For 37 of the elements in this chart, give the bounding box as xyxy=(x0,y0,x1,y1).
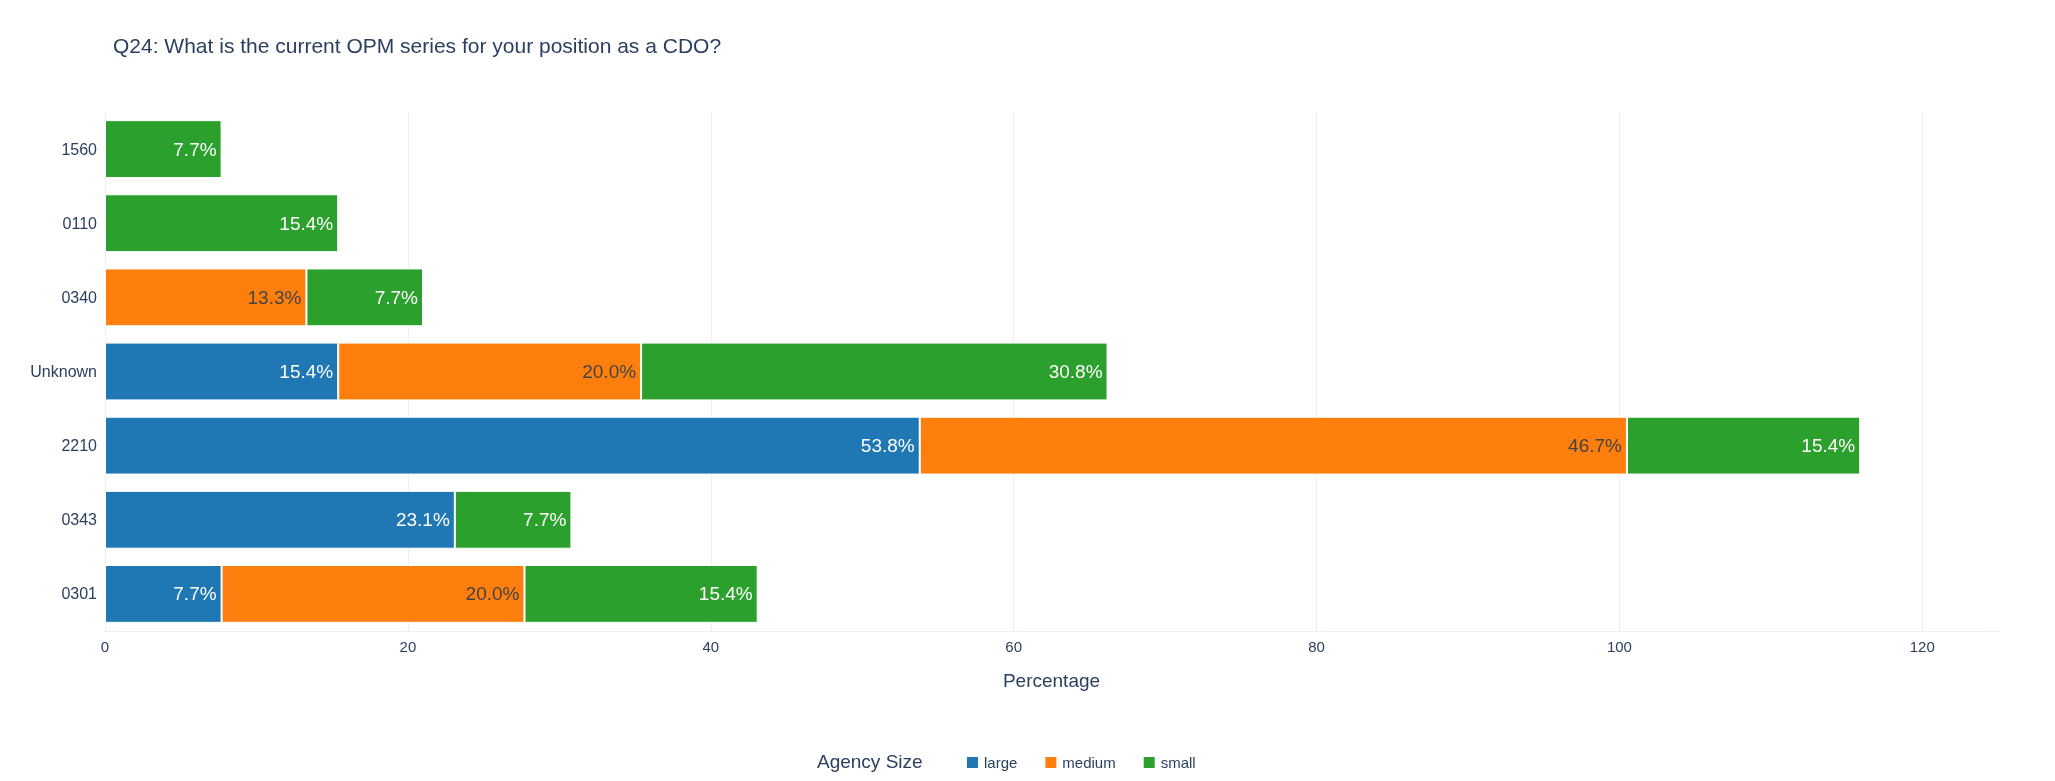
data-label: 7.7% xyxy=(523,509,567,531)
x-tick-label: 100 xyxy=(1606,638,1632,655)
data-label: 23.1% xyxy=(395,509,450,531)
y-tick-label: Unknown xyxy=(30,363,97,380)
legend-label: small xyxy=(1160,754,1196,771)
x-axis-title: Percentage xyxy=(1002,670,1101,691)
data-label: 7.7% xyxy=(173,138,217,160)
legend-title: Agency Size xyxy=(817,751,923,772)
chart-title: Q24: What is the current OPM series for your position as a CDO? xyxy=(113,34,722,57)
legend-label: large xyxy=(984,754,1018,771)
data-label: 7.7% xyxy=(173,583,217,605)
data-label: 15.4% xyxy=(1801,435,1856,457)
data-label: 20.0% xyxy=(582,361,637,382)
y-tick-label: 0343 xyxy=(61,511,98,529)
data-label: 15.4% xyxy=(698,583,753,605)
data-label: 30.8% xyxy=(1048,361,1103,382)
y-tick-label: 0340 xyxy=(61,288,98,306)
x-tick-label: 0 xyxy=(100,638,110,655)
legend-label: medium xyxy=(1062,754,1116,771)
bar xyxy=(105,194,339,253)
x-tick-label: 120 xyxy=(1909,638,1935,655)
data-label: 15.4% xyxy=(279,361,334,382)
y-tick-label: 2210 xyxy=(61,437,98,455)
x-tick-label: 80 xyxy=(1308,638,1325,655)
data-label: 15.4% xyxy=(279,212,334,234)
data-label: 46.7% xyxy=(1568,435,1623,457)
y-tick-label: 0110 xyxy=(62,214,98,232)
data-label: 7.7% xyxy=(374,286,419,308)
bar xyxy=(105,120,222,178)
y-tick-label: 1560 xyxy=(61,140,98,158)
data-label: 53.8% xyxy=(860,435,915,457)
y-tick-label: 0301 xyxy=(61,585,98,603)
data-label: 20.0% xyxy=(465,583,520,605)
x-tick-label: 40 xyxy=(702,638,720,655)
data-label: 13.3% xyxy=(247,286,302,308)
x-tick-label: 60 xyxy=(1005,638,1022,655)
x-tick-label: 20 xyxy=(399,638,417,655)
